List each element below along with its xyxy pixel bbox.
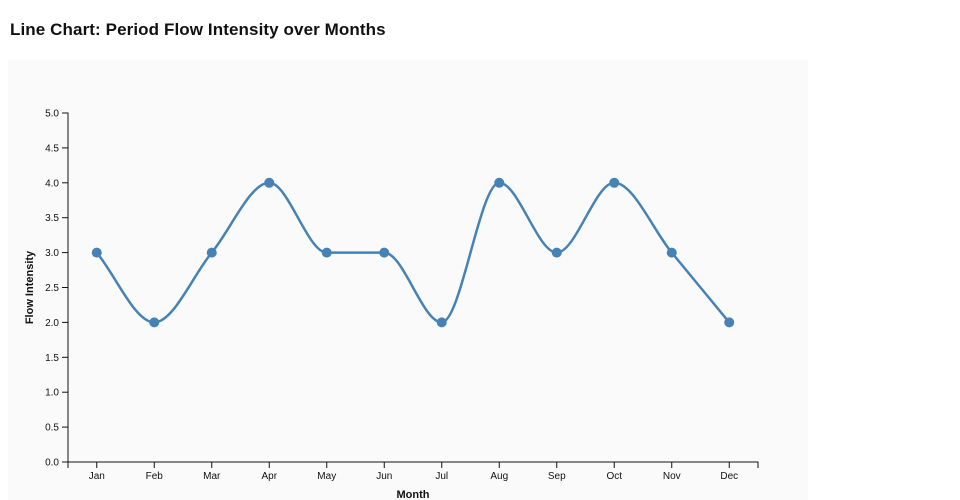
data-point-marker [724, 317, 735, 328]
y-tick-label: 1.5 [45, 353, 59, 364]
y-tick-label: 4.0 [45, 178, 59, 189]
data-point-marker [494, 177, 505, 188]
data-point-marker [436, 317, 447, 328]
y-tick-label: 1.0 [45, 388, 59, 399]
y-axis-title: Flow Intensity [24, 250, 36, 324]
y-tick-label: 2.0 [45, 318, 59, 329]
data-point-marker [609, 177, 620, 188]
x-tick-label: Apr [261, 471, 277, 482]
x-tick-label: Feb [146, 471, 164, 482]
data-point-marker [379, 247, 390, 258]
y-tick-label: 5.0 [45, 109, 59, 120]
x-tick-label: Jul [435, 471, 448, 482]
x-tick-label: Jan [89, 471, 105, 482]
data-point-marker [551, 247, 562, 258]
x-axis-domain [67, 461, 759, 468]
y-tick-label: 4.5 [45, 143, 59, 154]
y-axis: 0.0 0.5 1.0 1.5 2.0 2.5 3.0 3.5 4.0 4.5 5.0 [45, 109, 69, 469]
x-tick-label: Nov [663, 471, 681, 482]
data-point-marker [666, 247, 677, 258]
x-tick-label: Mar [203, 471, 221, 482]
x-tick-label: Aug [490, 471, 508, 482]
chart-panel: 0.0 0.5 1.0 1.5 2.0 2.5 3.0 3.5 4.0 4.5 5.0 Jan Feb M… [8, 60, 808, 500]
data-point-marker [149, 317, 160, 328]
x-tick-label: Oct [606, 471, 622, 482]
x-tick-label: May [317, 471, 336, 482]
data-point-marker [321, 247, 332, 258]
y-tick-label: 0.0 [45, 458, 59, 469]
x-tick-label: Dec [720, 471, 738, 482]
page-title: Line Chart: Period Flow Intensity over M… [10, 20, 386, 39]
y-tick-label: 2.5 [45, 283, 59, 294]
data-points [91, 177, 735, 328]
x-tick-label: Jun [376, 471, 392, 482]
y-tick-label: 3.5 [45, 213, 59, 224]
y-tick-label: 0.5 [45, 423, 59, 434]
data-point-marker [91, 247, 102, 258]
y-tick-label: 3.0 [45, 248, 59, 259]
x-tick-label: Sep [548, 471, 566, 482]
x-axis: Jan Feb Mar Apr May Jun Jul Aug Sep Oct Nov Dec [67, 461, 759, 482]
data-point-marker [206, 247, 217, 258]
x-axis-title: Month [397, 489, 430, 500]
line-chart: 0.0 0.5 1.0 1.5 2.0 2.5 3.0 3.5 4.0 4.5 5.0 Jan Feb M… [24, 109, 759, 500]
data-point-marker [264, 177, 275, 188]
series-line-path [95, 181, 731, 324]
